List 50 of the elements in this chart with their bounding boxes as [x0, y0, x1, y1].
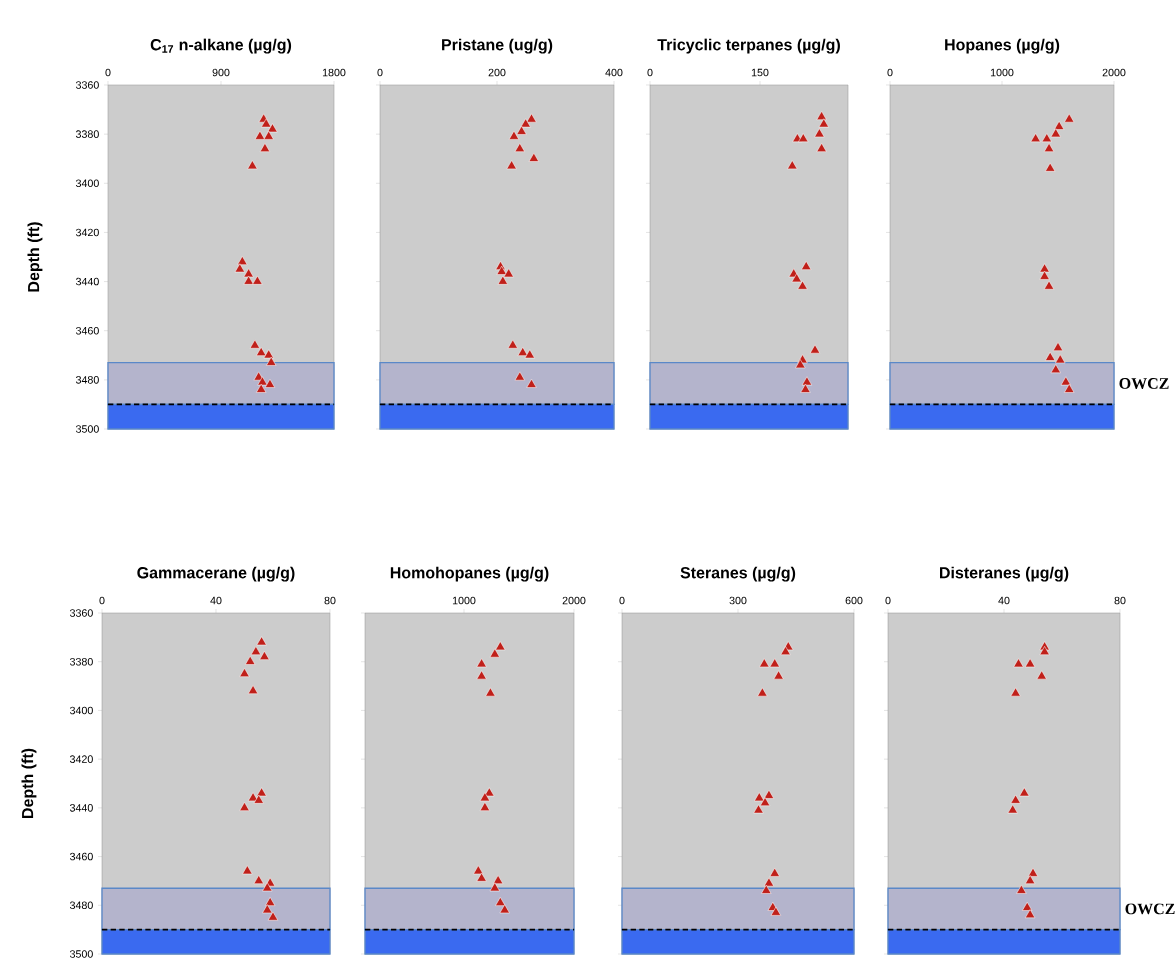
x-tick-label: 1000	[452, 596, 476, 605]
x-tick-label: 300	[729, 596, 747, 605]
y-tick-label: 3480	[69, 901, 93, 910]
x-tick-label: 150	[751, 68, 769, 77]
band-label: OWCZ	[1125, 903, 1175, 915]
y-tick-label: 3380	[75, 130, 99, 138]
y-tick-label: 3440	[69, 804, 93, 812]
x-tick-label: 80	[1114, 596, 1126, 605]
x-tick-label: 1000	[990, 68, 1014, 77]
x-tick-label: 80	[324, 596, 336, 605]
y-tick-label: 3500	[69, 950, 93, 958]
chart-title: Hopanes (µg/g)	[945, 38, 1060, 54]
y-tick-label: 3400	[69, 706, 93, 715]
x-tick-label: 0	[377, 68, 383, 77]
x-tick-label: 40	[210, 596, 222, 605]
x-tick-label: 0	[99, 596, 105, 605]
x-tick-label: 600	[845, 596, 863, 605]
y-tick-label: 3500	[75, 425, 99, 433]
band-label: OWCZ	[1119, 378, 1169, 389]
x-tick-label: 0	[887, 68, 893, 77]
y-tick-label: 3360	[75, 81, 99, 89]
x-tick-label: 200	[488, 68, 506, 77]
y-tick-label: 3440	[75, 277, 99, 286]
y-tick-label: 3460	[69, 852, 93, 861]
y-tick-label: 3480	[75, 376, 99, 384]
x-tick-label: 2000	[1102, 68, 1126, 77]
x-tick-label: 400	[605, 68, 623, 77]
chart-title: Steranes (µg/g)	[680, 566, 796, 582]
x-tick-label: 0	[619, 596, 625, 605]
x-tick-label: 900	[212, 68, 230, 77]
y-tick-label: 3360	[69, 609, 93, 617]
y-axis-title: Depth (ft)	[27, 222, 43, 292]
y-tick-label: 3420	[75, 228, 99, 237]
y-tick-label: 3400	[75, 179, 99, 188]
y-tick-label: 3460	[75, 326, 99, 335]
x-tick-label: 0	[647, 68, 653, 77]
y-tick-label: 3420	[69, 755, 93, 763]
y-axis-title: Depth (ft)	[21, 748, 37, 818]
x-tick-label: 0	[105, 68, 111, 77]
chart-title: Gammacerane (µg/g)	[137, 566, 295, 582]
chart-title: C$_{17}$ n-alkane (µg/g)	[150, 38, 292, 54]
y-tick-label: 3380	[69, 657, 93, 666]
x-tick-label: 1800	[322, 68, 346, 77]
x-tick-label: 2000	[562, 596, 586, 605]
chart-title: Pristane (ug/g)	[442, 38, 553, 54]
x-tick-label: 40	[998, 596, 1010, 605]
x-tick-label: 0	[885, 596, 891, 605]
chart-title: Disteranes (µg/g)	[940, 566, 1069, 582]
chart-title: Homohopanes (µg/g)	[390, 566, 549, 582]
chart-title: Tricyclic terpanes (µg/g)	[657, 38, 840, 54]
